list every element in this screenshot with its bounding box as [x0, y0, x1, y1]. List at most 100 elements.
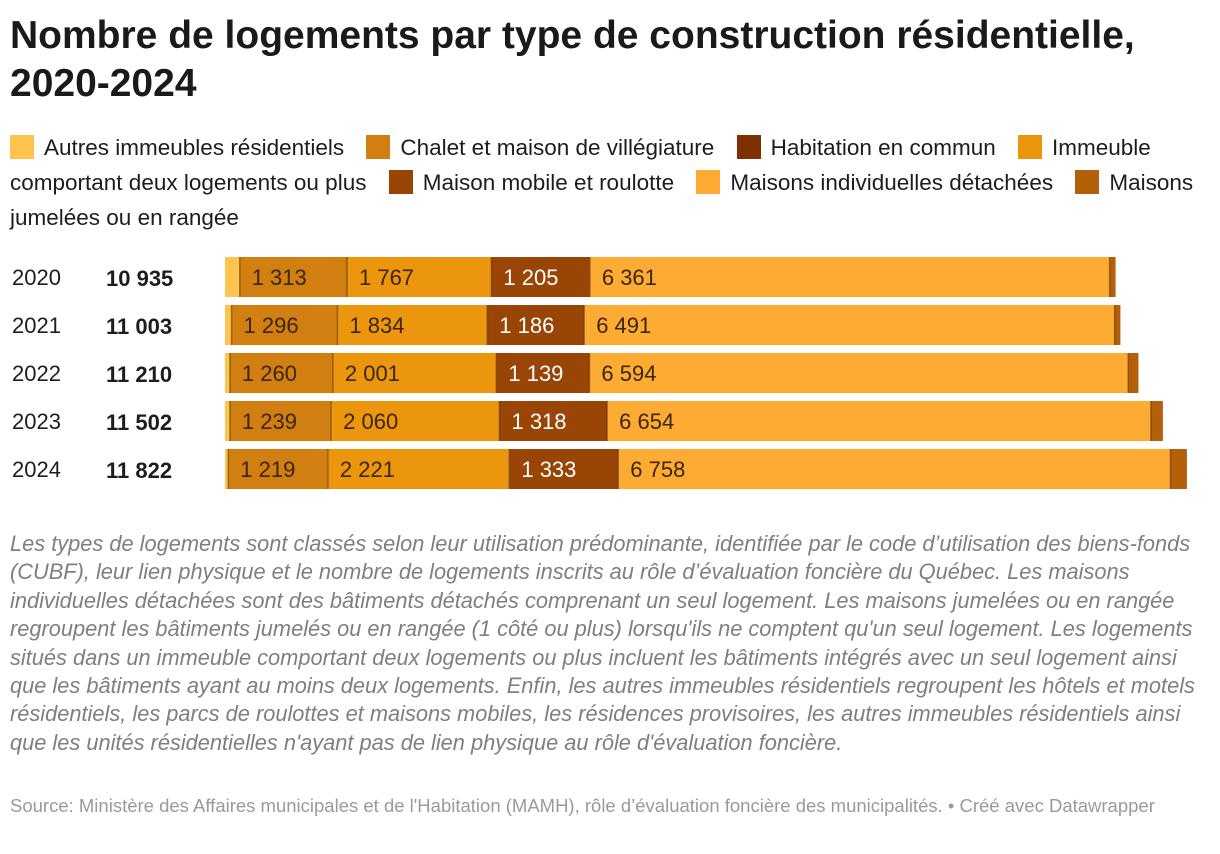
- bar-segment: [1109, 257, 1116, 297]
- bar-segment: [229, 353, 333, 393]
- segment-label: 1 239: [242, 409, 297, 434]
- legend-item: Habitation en commun: [736, 135, 996, 160]
- year-label: 2021: [12, 313, 61, 338]
- bar-segment: [618, 449, 1171, 489]
- segment-divider: [486, 305, 489, 345]
- segment-label: 1 296: [244, 313, 299, 338]
- bar-segment: [228, 449, 328, 489]
- segment-divider: [1127, 353, 1129, 393]
- legend-item: Autres immeubles résidentiels: [10, 135, 344, 160]
- segment-label: 1 260: [242, 361, 297, 386]
- segment-divider: [230, 305, 233, 345]
- segment-label: 1 186: [499, 313, 554, 338]
- segment-label: 1 767: [359, 265, 414, 290]
- segment-divider: [332, 353, 334, 393]
- year-label: 2024: [12, 457, 61, 482]
- bar-segment: [239, 257, 347, 297]
- bar-segment: [229, 401, 332, 441]
- segment-divider: [1150, 401, 1152, 441]
- segment-divider: [330, 401, 332, 441]
- segment-label: 2 060: [343, 409, 398, 434]
- bar-segment: [589, 257, 1110, 297]
- legend-label: Autres immeubles résidentiels: [44, 135, 345, 160]
- bar-segment: [607, 401, 1151, 441]
- segment-label: 1 219: [240, 457, 295, 482]
- segment-divider: [617, 449, 620, 489]
- bar-segment: [584, 305, 1115, 345]
- legend-swatch: [1075, 170, 1100, 194]
- segment-divider: [327, 449, 329, 489]
- bar-segment: [225, 353, 230, 393]
- segment-divider: [1113, 305, 1116, 345]
- total-label: 11 003: [106, 314, 172, 339]
- segment-divider: [346, 257, 348, 297]
- legend-item: Maisons jumelées ou en rangée: [10, 170, 1193, 230]
- bar-segment: [487, 305, 585, 345]
- bar-segment: [491, 257, 590, 297]
- segment-divider: [1169, 449, 1172, 489]
- segment-label: 1 318: [511, 409, 566, 434]
- segment-divider: [238, 257, 241, 297]
- legend-label: Maisons jumelées ou en rangée: [10, 170, 1194, 230]
- segment-label: 6 654: [619, 409, 674, 434]
- segment-label: 1 205: [503, 265, 558, 290]
- total-label: 10 935: [106, 266, 173, 291]
- total-label: 11 502: [106, 410, 172, 435]
- total-label: 11 822: [106, 458, 172, 483]
- segment-label: 1 139: [508, 361, 563, 386]
- stacked-bar-chart: 2020 10 935 1 313 1 767 1 205 6 361 2021 11 003…: [12, 257, 1187, 489]
- legend-swatch: [10, 135, 34, 159]
- legend-swatch: [366, 135, 391, 159]
- legend-label: Habitation en commun: [770, 135, 996, 160]
- year-label: 2020: [12, 265, 61, 290]
- bar-segment: [1114, 305, 1121, 345]
- legend-swatch: [696, 170, 721, 194]
- bar-segment: [499, 401, 608, 441]
- bar-segment: [225, 401, 230, 441]
- legend-item: Immeuble comportant deux logements ou pl…: [10, 135, 1151, 195]
- segment-divider: [583, 305, 585, 345]
- segment-label: 6 491: [596, 313, 651, 338]
- segment-label: 2 221: [340, 457, 395, 482]
- legend-item: Chalet et maison de villégiature: [366, 135, 714, 160]
- chart-title: Nombre de logements par type de construc…: [10, 14, 1135, 105]
- chart-area: 2020 10 935 1 313 1 767 1 205 6 361 2021 11 003…: [0, 250, 1220, 500]
- segment-divider: [336, 305, 339, 345]
- year-label: 2022: [12, 361, 61, 386]
- legend-item: Maison mobile et roulotte: [388, 170, 675, 195]
- segment-divider: [606, 401, 608, 441]
- segment-divider: [508, 449, 511, 489]
- total-label: 11 210: [106, 362, 172, 387]
- segment-label: 6 758: [630, 457, 685, 482]
- bar-segment: [225, 449, 229, 489]
- legend-label: Maisons individuelles détachées: [730, 170, 1054, 195]
- year-label: 2023: [12, 409, 61, 434]
- segment-divider: [1108, 257, 1111, 297]
- legend-label: Chalet et maison de villégiature: [400, 135, 715, 160]
- bar-segment: [225, 257, 240, 297]
- legend-label: Immeuble comportant deux logements ou pl…: [10, 135, 1151, 195]
- legend-swatch: [388, 170, 413, 194]
- segment-label: 1 313: [252, 265, 307, 290]
- segment-divider: [495, 353, 498, 393]
- bar-segment: [496, 353, 590, 393]
- bar-segment: [509, 449, 619, 489]
- bar-segment: [1128, 353, 1139, 393]
- chart-source: Source: Ministère des Affaires municipal…: [10, 795, 1155, 816]
- segment-label: 6 594: [601, 361, 656, 386]
- legend-label: Maison mobile et roulotte: [422, 170, 675, 195]
- legend: Autres immeubles résidentiels Chalet et …: [10, 130, 1210, 235]
- segment-divider: [227, 449, 230, 489]
- legend-swatch: [736, 135, 761, 159]
- segment-divider: [498, 401, 501, 441]
- segment-label: 1 333: [521, 457, 576, 482]
- bar-segment: [589, 353, 1129, 393]
- bar-segment: [337, 305, 488, 345]
- bar-segment: [1150, 401, 1163, 441]
- segment-divider: [589, 257, 591, 297]
- bar-segment: [346, 257, 492, 297]
- bar-segment: [327, 449, 510, 489]
- bar-segment: [225, 305, 232, 345]
- bar-segment: [1170, 449, 1187, 489]
- segment-label: 2 001: [345, 361, 400, 386]
